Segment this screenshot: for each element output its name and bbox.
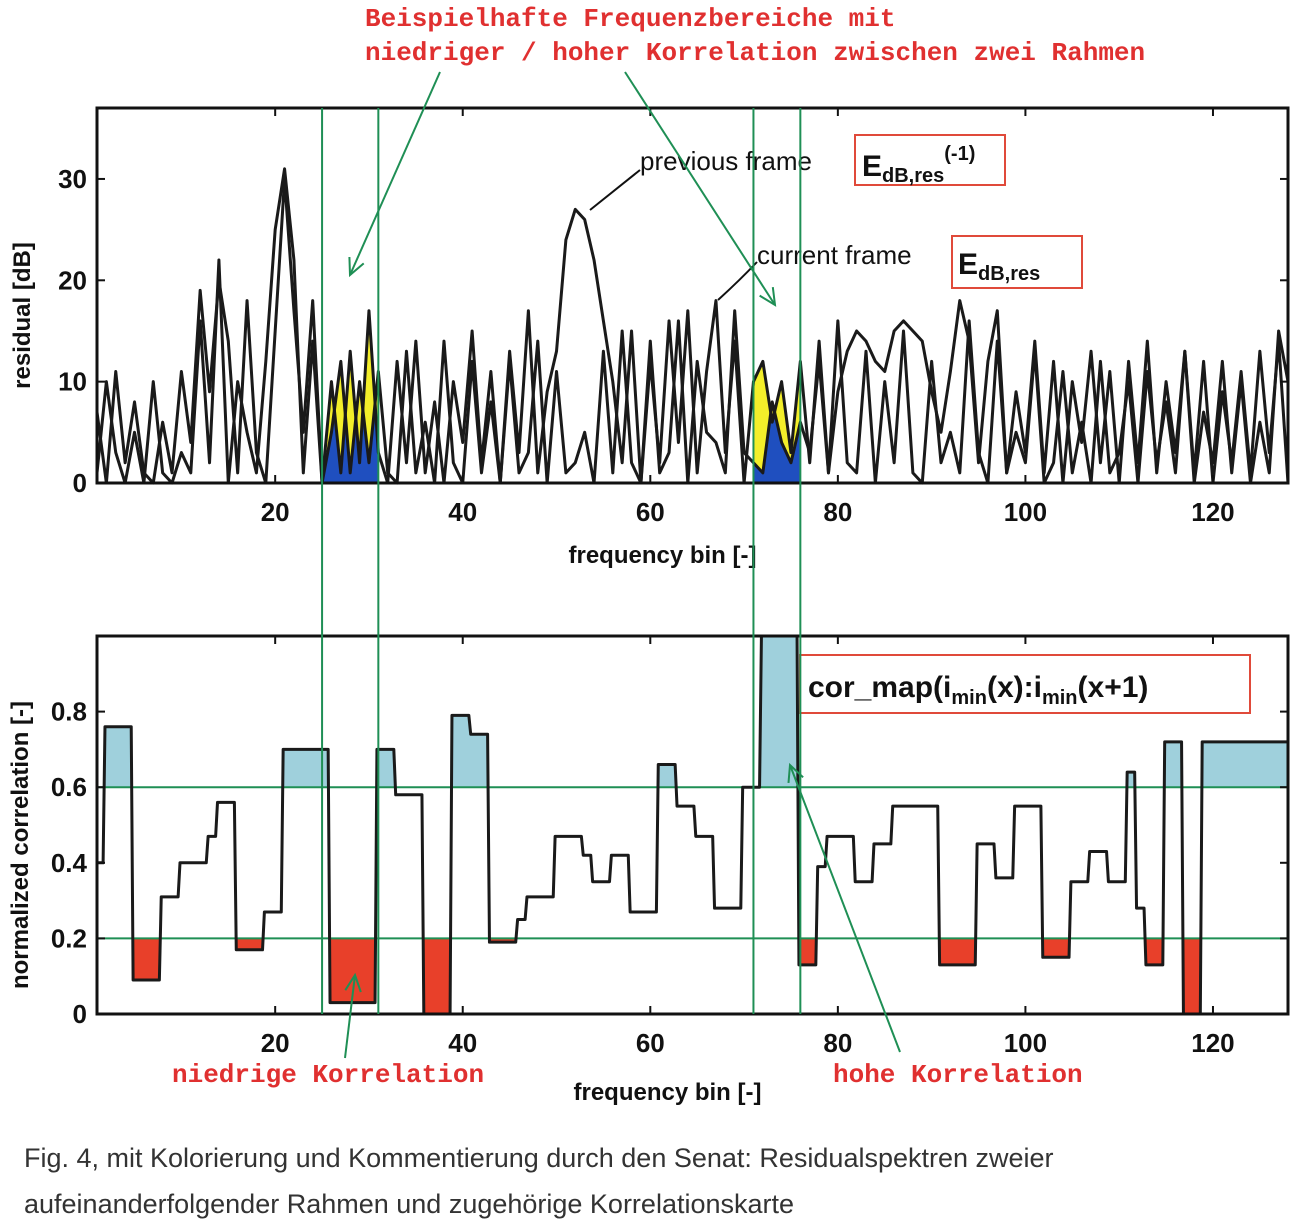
legend-current-frame: current frame	[757, 240, 912, 270]
bottom-xtick-label: 80	[823, 1028, 852, 1058]
series-current-frame	[95, 167, 1290, 485]
bottom-ytick-label: 0.2	[51, 923, 87, 953]
top-chart-frame	[95, 106, 1290, 485]
top-xtick-label: 80	[823, 497, 852, 527]
top-chart-lines	[95, 167, 1290, 485]
arrow-low-correlation-head	[344, 972, 362, 993]
label-current-main: E	[958, 248, 978, 281]
high-correlation-fill-6	[1127, 772, 1135, 788]
bottom-chart-ylabel: normalized correlation [-]	[7, 701, 34, 989]
label-previous: EdB,res(-1)	[862, 143, 975, 187]
figure-caption: Fig. 4, mit Kolorierung und Kommentierun…	[24, 1135, 1284, 1227]
top-ytick-label: 10	[58, 367, 87, 397]
label-cor-map-a: cor_map(i	[808, 671, 951, 704]
top-chart-ylabel: residual [dB]	[9, 242, 36, 389]
label-cor-map-sub1: min	[951, 687, 987, 709]
figure-canvas: Beispielhafte Frequenzbereiche mit niedr…	[7, 4, 1290, 1106]
bottom-ytick-label: 0.4	[51, 848, 88, 878]
top-xtick-label: 120	[1191, 497, 1234, 527]
caption-line-1: Fig. 4, mit Kolorierung und Kommentierun…	[24, 1143, 1054, 1173]
low-correlation-fill-3	[423, 938, 451, 1014]
high-correlation-fill-4	[658, 764, 677, 788]
bottom-xtick-label: 60	[636, 1028, 665, 1058]
bottom-ytick-label: 0.8	[51, 697, 87, 727]
annotation-top-line1: Beispielhafte Frequenzbereiche mit	[365, 4, 896, 34]
bottom-ytick-label: 0.6	[51, 772, 87, 802]
label-current: EdB,res	[958, 248, 1040, 285]
top-xtick-label: 60	[636, 497, 665, 527]
annotation-arrows	[344, 71, 901, 1059]
arrow-low-correlation	[344, 974, 356, 1059]
label-cor-map-sub2: min	[1042, 687, 1078, 709]
series-previous-frame	[95, 177, 1290, 485]
annotation-high-correlation: hohe Korrelation	[833, 1060, 1083, 1090]
label-cor-map-c: (x+1)	[1078, 671, 1149, 704]
low-correlation-fill-6	[939, 938, 976, 965]
label-box-previous	[854, 134, 1006, 186]
low-correlation-fill-9	[1182, 938, 1201, 1014]
highlight-guides	[321, 108, 802, 1014]
label-current-sub: dB,res	[978, 263, 1040, 285]
bottom-xtick-label: 120	[1191, 1028, 1234, 1058]
label-previous-sup: (-1)	[944, 143, 975, 165]
label-cor-map-b: (x):i	[987, 671, 1042, 704]
top-ytick-label: 0	[73, 468, 87, 498]
bottom-chart-fills	[104, 636, 1288, 1014]
low-correlation-fill-5	[798, 938, 817, 965]
legend-previous-frame: previous frame	[640, 146, 812, 176]
low-correlation-fill-0	[133, 938, 161, 980]
bottom-xtick-label: 40	[448, 1028, 477, 1058]
bottom-chart-ticks: 20 40 60 80 100 120 0 0.2 0.4 0.6 0.8	[51, 636, 1288, 1058]
legend-previous-leader	[589, 169, 641, 211]
high-correlation-fill-3	[451, 715, 489, 788]
high-correlation-fill-2	[376, 749, 396, 788]
top-ytick-label: 20	[58, 265, 87, 295]
top-chart-ticks: 20 40 60 80 100 120 0 10 20 30	[58, 108, 1288, 527]
bottom-ytick-label: 0	[73, 999, 87, 1029]
bottom-chart-frame	[95, 634, 1290, 1016]
annotation-top-line2: niedriger / hoher Korrelation zwischen z…	[365, 38, 1145, 68]
bottom-chart-lines	[96, 634, 1290, 1016]
high-correlation-fill-1	[283, 749, 329, 788]
series-cor-map	[96, 634, 1290, 1016]
top-xtick-label: 40	[448, 497, 477, 527]
high-correlation-fill-0	[104, 726, 132, 788]
top-xtick-label: 100	[1004, 497, 1047, 527]
high-correlation-fill-5	[760, 636, 798, 788]
bottom-chart-xlabel: frequency bin [-]	[573, 1079, 761, 1106]
label-previous-sub: dB,res	[882, 165, 944, 187]
top-xtick-label: 20	[261, 497, 290, 527]
annotation-low-correlation: niedrige Korrelation	[172, 1060, 484, 1090]
arrow-to-low-region	[349, 71, 441, 276]
low-correlation-fill-8	[1145, 938, 1163, 965]
low-correlation-fill-2	[329, 938, 376, 1003]
bottom-xtick-label: 20	[261, 1028, 290, 1058]
top-ytick-label: 30	[58, 164, 87, 194]
bottom-chart-thresholds	[97, 786, 1288, 940]
bottom-xtick-label: 100	[1004, 1028, 1047, 1058]
arrow-high-correlation	[789, 764, 901, 1053]
label-box-cor-map	[799, 654, 1251, 714]
high-correlation-fill-8	[1202, 741, 1288, 788]
label-previous-main: E	[862, 150, 882, 183]
caption-line-2: aufeinanderfolgender Rahmen und zugehöri…	[24, 1189, 795, 1219]
arrow-to-high-region-head	[759, 287, 777, 307]
arrow-to-high-region	[624, 71, 776, 306]
arrow-to-low-region-head	[348, 256, 365, 278]
label-cor-map: cor_map(imin(x):imin(x+1)	[808, 671, 1148, 709]
arrow-high-correlation-head	[787, 762, 804, 784]
high-correlation-fill-7	[1164, 741, 1182, 788]
top-chart-xlabel: frequency bin [-]	[568, 542, 756, 569]
low-correlation-fill-1	[236, 938, 263, 950]
label-box-current	[951, 235, 1083, 289]
low-correlation-fill-7	[1042, 938, 1070, 958]
